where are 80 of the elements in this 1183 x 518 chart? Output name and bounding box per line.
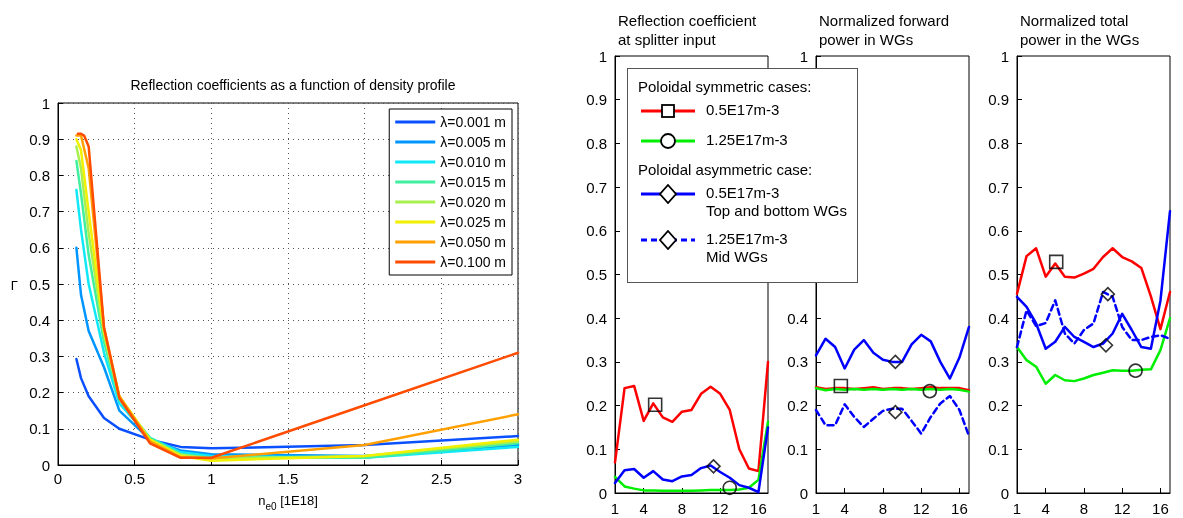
x-tick-label: 16 [750,500,767,517]
y-tick-label: 0.4 [787,309,808,327]
x-tick-label: 4 [639,500,648,517]
chart-title: Normalized forward power in WGs [819,12,950,48]
y-tick-label: 0 [41,456,50,474]
annotation: Poloidal symmetric cases: [638,78,813,95]
x-tick-label: 1 [610,500,620,517]
y-tick-label: 0.3 [586,353,607,371]
y-tick-label: 0.7 [988,178,1009,196]
x-tick-label: 4 [1041,500,1050,517]
y-tick-label: 0 [799,484,808,502]
y-tick-label: 0.5 [29,275,50,293]
legend-label: λ=0.005 m [440,134,506,150]
x-tick-label: 3 [513,470,523,487]
y-tick-label: 0.9 [29,130,50,148]
chart-title: Reflection coefficients as a function of density profile [130,76,456,93]
y-tick-label: 0.3 [29,347,50,365]
y-tick-label: 0.2 [29,384,50,402]
y-tick-label: 0.8 [29,166,50,184]
x-tick-label: 8 [677,500,687,517]
x-tick-label: 0.5 [124,470,146,487]
y-tick-label: 0.3 [787,353,808,371]
chart-title: Reflection coefficient at splitter input [618,12,757,48]
y-tick-label: 0.9 [586,91,607,109]
y-tick-label: 1 [799,47,808,65]
legend-label: λ=0.025 m [440,214,506,230]
y-tick-label: 0.8 [586,134,607,152]
legend-label: λ=0.001 m [440,114,506,130]
y-tick-label: 0.1 [586,440,607,458]
y-tick-label: 0 [598,484,607,502]
y-tick-label: 0.9 [988,91,1009,109]
y-tick-label: 0.1 [787,440,808,458]
y-tick-label: 0.2 [586,397,607,415]
legend-label: 1.25E17m-3 Mid WGs [706,230,788,266]
y-tick-label: 0.6 [988,222,1009,240]
x-tick-label: 1.5 [277,470,299,487]
x-tick-label: 2 [360,470,369,487]
x-tick-label: 12 [912,500,930,517]
legend-label: λ=0.020 m [440,194,506,210]
y-tick-label: 0.3 [988,353,1009,371]
x-tick-label: 16 [951,500,968,517]
y-tick-label: 0.5 [586,266,607,283]
y-tick-label: 0.4 [988,309,1009,327]
x-tick-label: 8 [1079,500,1089,517]
x-tick-label: 1 [1012,500,1022,517]
x-tick-label: 8 [878,500,888,517]
y-tick-label: 0.7 [29,203,50,221]
legend-label: λ=0.010 m [440,154,506,170]
y-tick-label: 0.1 [988,440,1009,458]
y-tick-label: 0.4 [29,311,50,329]
x-tick-label: 16 [1152,500,1169,517]
x-tick-label: 1 [811,500,821,517]
y-tick-label: 0.8 [988,134,1009,152]
x-tick-label: 12 [711,500,729,517]
annotation: Poloidal asymmetric case: [638,161,814,178]
x-tick-label: 12 [1113,500,1131,517]
legend-label: λ=0.050 m [440,234,506,250]
y-tick-label: 0.5 [988,266,1009,283]
y-tick-label: 0.7 [586,178,607,196]
y-tick-label: 0.4 [586,309,607,327]
legend-label: 0.5E17m-3 [706,101,780,119]
x-tick-label: 0 [53,470,63,487]
legend-label: λ=0.015 m [440,174,506,190]
y-tick-label: 1 [1000,47,1009,65]
y-tick-label: 0.6 [586,222,607,240]
y-tick-label: 1 [41,94,50,112]
legend-label: 0.5E17m-3 Top and bottom WGs [706,184,847,220]
x-tick-label: 2.5 [430,470,452,487]
chart-title: Normalized total power in the WGs [1020,12,1140,48]
y-tick-label: 0.6 [29,239,50,257]
x-tick-label: 1 [207,470,216,487]
y-tick-label: 0.1 [29,420,50,438]
x-tick-label: 4 [840,500,849,517]
y-axis-title: Γ [10,278,18,293]
y-tick-label: 1 [598,47,607,65]
y-tick-label: 0 [1000,484,1009,502]
y-tick-label: 0.2 [988,397,1009,415]
y-tick-label: 0.2 [787,397,808,415]
legend-label: 1.25E17m-3 [706,131,788,149]
legend-label: λ=0.100 m [440,254,506,270]
